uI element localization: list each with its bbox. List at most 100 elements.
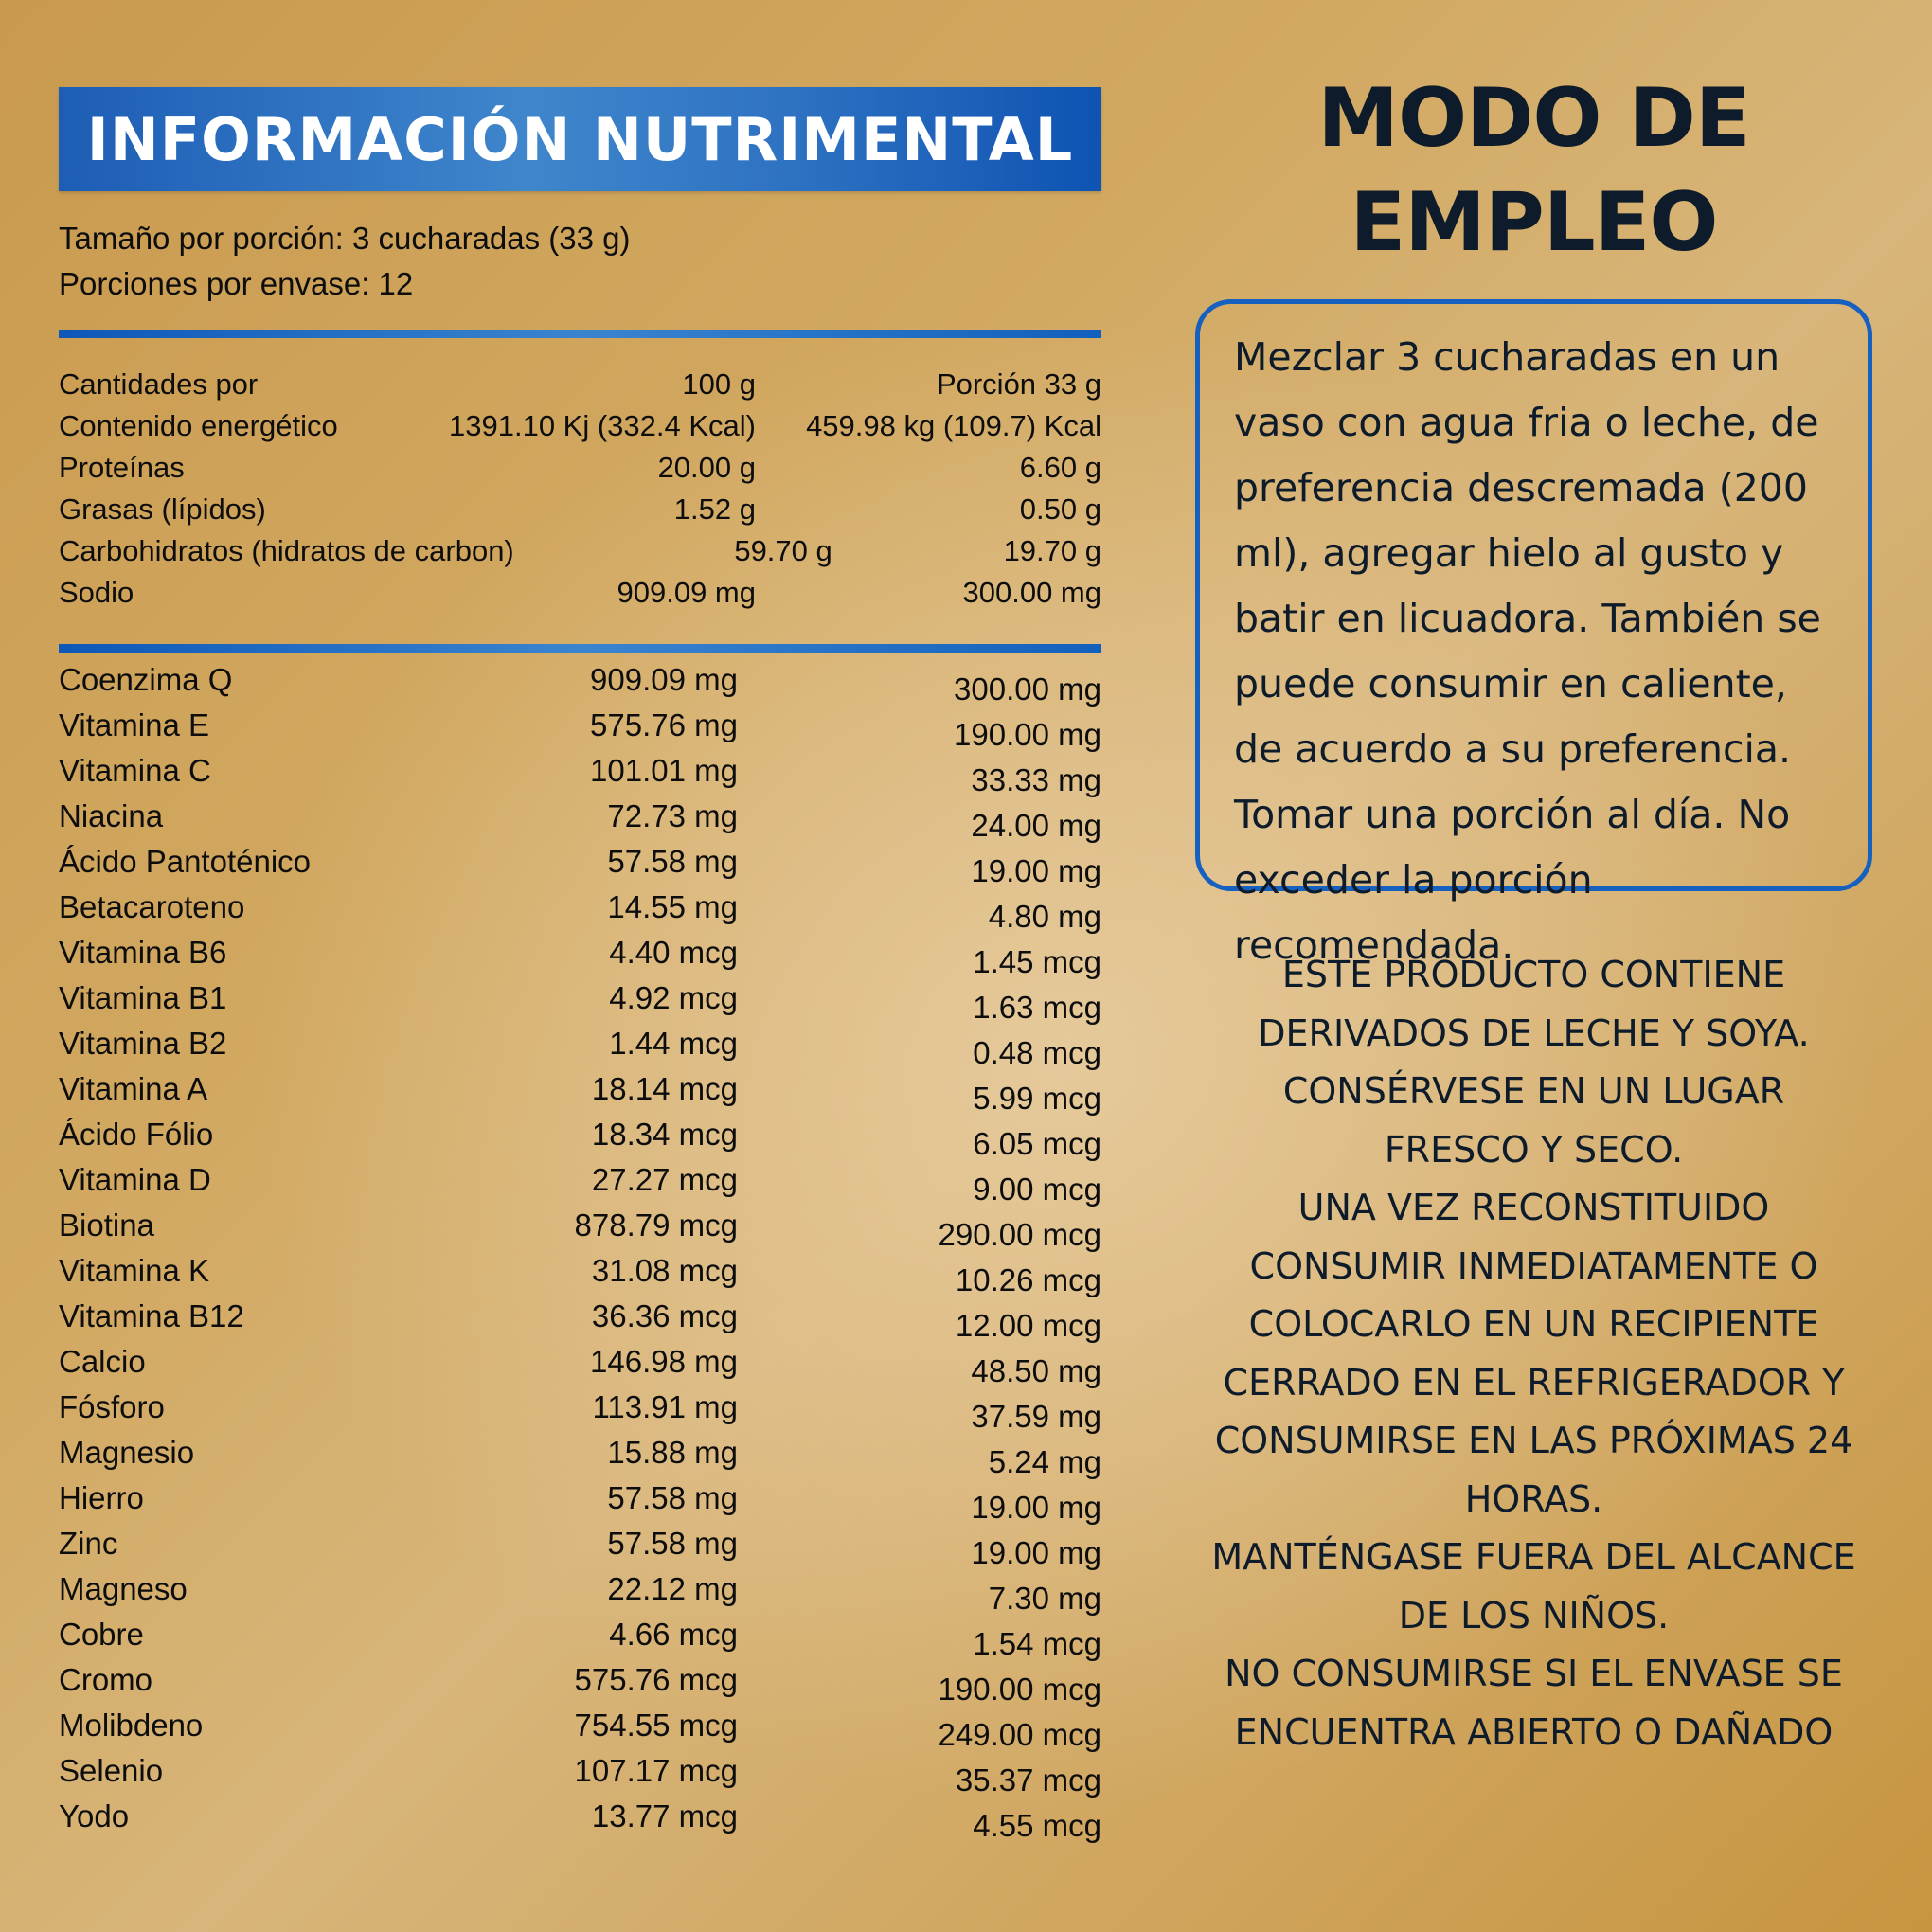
instruction-line: exceder la porción <box>1234 857 1593 903</box>
table-row: Cobre 4.66 mcg 1.54 mcg <box>59 1612 1101 1661</box>
per-portion-value: 300.00 mg <box>954 671 1101 707</box>
nutrient-name: Ácido Pantoténico <box>59 844 312 879</box>
nutrient-name: Hierro <box>59 1480 144 1515</box>
per-portion-value: Porción 33 g <box>936 367 1101 401</box>
table-row: Selenio 107.17 mcg 35.37 mcg <box>59 1748 1101 1798</box>
per-100g-value: 72.73 mg <box>607 798 738 833</box>
nutrient-name: Vitamina E <box>59 707 209 742</box>
table-row: Calcio 146.98 mg 48.50 mg <box>59 1339 1101 1388</box>
per-100g-value: 20.00 g <box>657 451 756 484</box>
warning-line: DE LOS NIÑOS. <box>1398 1594 1670 1637</box>
nutrient-name: Selenio <box>59 1753 164 1788</box>
per-100g-value: 4.40 mcg <box>609 935 738 970</box>
table-row: Sodio 909.09 mg 300.00 mg <box>59 572 1101 614</box>
warning-line: ESTE PRODUCTO CONTIENE <box>1281 954 1786 995</box>
per-portion-value: 290.00 mcg <box>938 1217 1101 1252</box>
per-portion-value: 300.00 mg <box>962 576 1102 609</box>
per-100g-value: 101.01 mg <box>590 753 738 788</box>
nutrient-name: Vitamina K <box>59 1253 209 1288</box>
table-row: Contenido energético 1391.10 Kj (332.4 Kc… <box>59 405 1101 447</box>
per-100g-value: 113.91 mg <box>592 1389 739 1424</box>
table-row: Magnesio 15.88 mg 5.24 mg <box>59 1430 1101 1479</box>
per-portion-value: 33.33 mg <box>971 762 1101 797</box>
per-portion-value: 6.60 g <box>1019 451 1101 484</box>
table-row: Betacaroteno 14.55 mg 4.80 mg <box>59 885 1101 934</box>
per-portion-value: 19.70 g <box>1003 534 1101 567</box>
nutrient-name: Vitamina A <box>59 1071 208 1106</box>
per-100g-value: 57.58 mg <box>607 844 738 879</box>
per-portion-value: 9.00 mcg <box>973 1172 1101 1207</box>
micronutrients-table: Coenzima Q 909.09 mg 300.00 mg Vitamina E 57… <box>59 657 1101 1843</box>
per-portion-value: 10.26 mcg <box>955 1262 1101 1297</box>
per-portion-value: 459.98 kg (109.7) Kcal <box>806 409 1101 442</box>
warning-line: ENCUENTRA ABIERTO O DAÑADO <box>1234 1710 1834 1753</box>
nutrient-name: Proteínas <box>59 451 185 484</box>
per-100g-value: 31.08 mcg <box>591 1253 738 1288</box>
per-100g-value: 107.17 mcg <box>574 1753 738 1788</box>
warning-line: CERRADO EN EL REFRIGERADOR Y <box>1223 1361 1845 1404</box>
per-100g-value: 36.36 mcg <box>591 1298 738 1333</box>
table-row: Vitamina A 18.14 mcg 5.99 mcg <box>59 1066 1101 1116</box>
nutrient-name: Cromo <box>59 1662 153 1697</box>
serving-info: Tamaño por porción: 3 cucharadas (33 g) … <box>59 216 1101 307</box>
per-portion-value: 48.50 mg <box>971 1353 1101 1388</box>
per-portion-value: 19.00 mg <box>971 1535 1101 1570</box>
per-100g-value: 57.58 mg <box>607 1480 738 1515</box>
warning-line: COLOCARLO EN UN RECIPIENTE <box>1248 1303 1819 1345</box>
table-row: Vitamina B6 4.40 mcg 1.45 mcg <box>59 930 1101 979</box>
table-row: Vitamina B1 4.92 mcg 1.63 mcg <box>59 975 1101 1025</box>
per-portion-value: 24.00 mg <box>971 808 1101 843</box>
instruction-line: recomendada. <box>1234 922 1514 968</box>
nutrient-name: Vitamina B1 <box>59 980 227 1015</box>
per-portion-value: 7.30 mg <box>988 1581 1101 1616</box>
per-100g-value: 909.09 mg <box>617 576 757 609</box>
nutrition-title: INFORMACIÓN NUTRIMENTAL <box>86 104 1074 174</box>
per-100g-value: 754.55 mcg <box>574 1708 738 1743</box>
table-row: Vitamina C 101.01 mg 33.33 mg <box>59 748 1101 797</box>
nutrient-name: Vitamina C <box>59 753 211 788</box>
per-portion-value: 5.24 mg <box>988 1444 1101 1479</box>
warning-line: DERIVADOS DE LECHE Y SOYA. <box>1258 1011 1810 1054</box>
nutrient-name: Vitamina D <box>59 1162 211 1197</box>
serving-size: Tamaño por porción: 3 cucharadas (33 g) <box>59 221 631 256</box>
instruction-line: puede consumir en caliente, <box>1234 661 1787 707</box>
nutrient-name: Contenido energético <box>59 409 338 442</box>
per-portion-value: 19.00 mg <box>971 853 1101 888</box>
table-row: Grasas (lípidos) 1.52 g 0.50 g <box>59 489 1101 530</box>
table-row: Coenzima Q 909.09 mg 300.00 mg <box>59 657 1101 707</box>
table-row: Ácido Fólio 18.34 mcg 6.05 mcg <box>59 1112 1101 1161</box>
per-portion-value: 35.37 mcg <box>955 1762 1101 1798</box>
nutrient-name: Magneso <box>59 1571 188 1606</box>
nutrient-name: Vitamina B6 <box>59 935 227 970</box>
usage-title: MODO DE EMPLEO <box>1317 71 1750 270</box>
per-100g-value: 1.44 mcg <box>609 1026 738 1061</box>
per-portion-value: 0.48 mcg <box>973 1035 1101 1070</box>
warning-line: NO CONSUMIRSE SI EL ENVASE SE <box>1225 1653 1843 1694</box>
per-portion-value: 190.00 mg <box>954 717 1101 752</box>
table-row: Vitamina E 575.76 mg 190.00 mg <box>59 703 1101 752</box>
nutrient-name: Zinc <box>59 1526 118 1561</box>
per-100g-value: 18.14 mcg <box>591 1071 738 1106</box>
table-row: Carbohidratos (hidratos de carbon) 59.70 … <box>59 530 1101 572</box>
per-portion-value: 1.45 mcg <box>973 944 1101 979</box>
instructions-box: Mezclar 3 cucharadas en un vaso con agua … <box>1195 299 1872 968</box>
per-100g-value: 14.55 mg <box>607 889 738 924</box>
warning-line: MANTÉNGASE FUERA DEL ALCANCE <box>1211 1536 1856 1578</box>
per-portion-value: 190.00 mcg <box>938 1672 1101 1707</box>
table-row: Vitamina D 27.27 mcg 9.00 mcg <box>59 1157 1101 1207</box>
per-100g-value: 18.34 mcg <box>591 1117 738 1152</box>
table-row: Vitamina K 31.08 mcg 10.26 mcg <box>59 1248 1101 1297</box>
table-row: Vitamina B12 36.36 mcg 12.00 mcg <box>59 1294 1101 1343</box>
macros-table: Cantidades por 100 g Porción 33 g Contenido… <box>59 364 1101 614</box>
per-100g-value: 15.88 mg <box>607 1435 738 1470</box>
per-100g-value: 575.76 mcg <box>574 1662 738 1697</box>
per-100g-value: 146.98 mg <box>590 1344 738 1379</box>
nutrition-title-banner: INFORMACIÓN NUTRIMENTAL <box>59 87 1101 191</box>
per-100g-value: 4.66 mcg <box>609 1617 738 1652</box>
instruction-line: Tomar una porción al día. No <box>1234 792 1791 837</box>
table-row: Biotina 878.79 mcg 290.00 mcg <box>59 1203 1101 1252</box>
warning-line: CONSUMIRSE EN LAS PRÓXIMAS 24 <box>1214 1420 1853 1461</box>
per-portion-value: 37.59 mg <box>971 1399 1101 1434</box>
table-row: Proteínas 20.00 g 6.60 g <box>59 447 1101 489</box>
nutrient-name: Ácido Fólio <box>59 1117 214 1152</box>
